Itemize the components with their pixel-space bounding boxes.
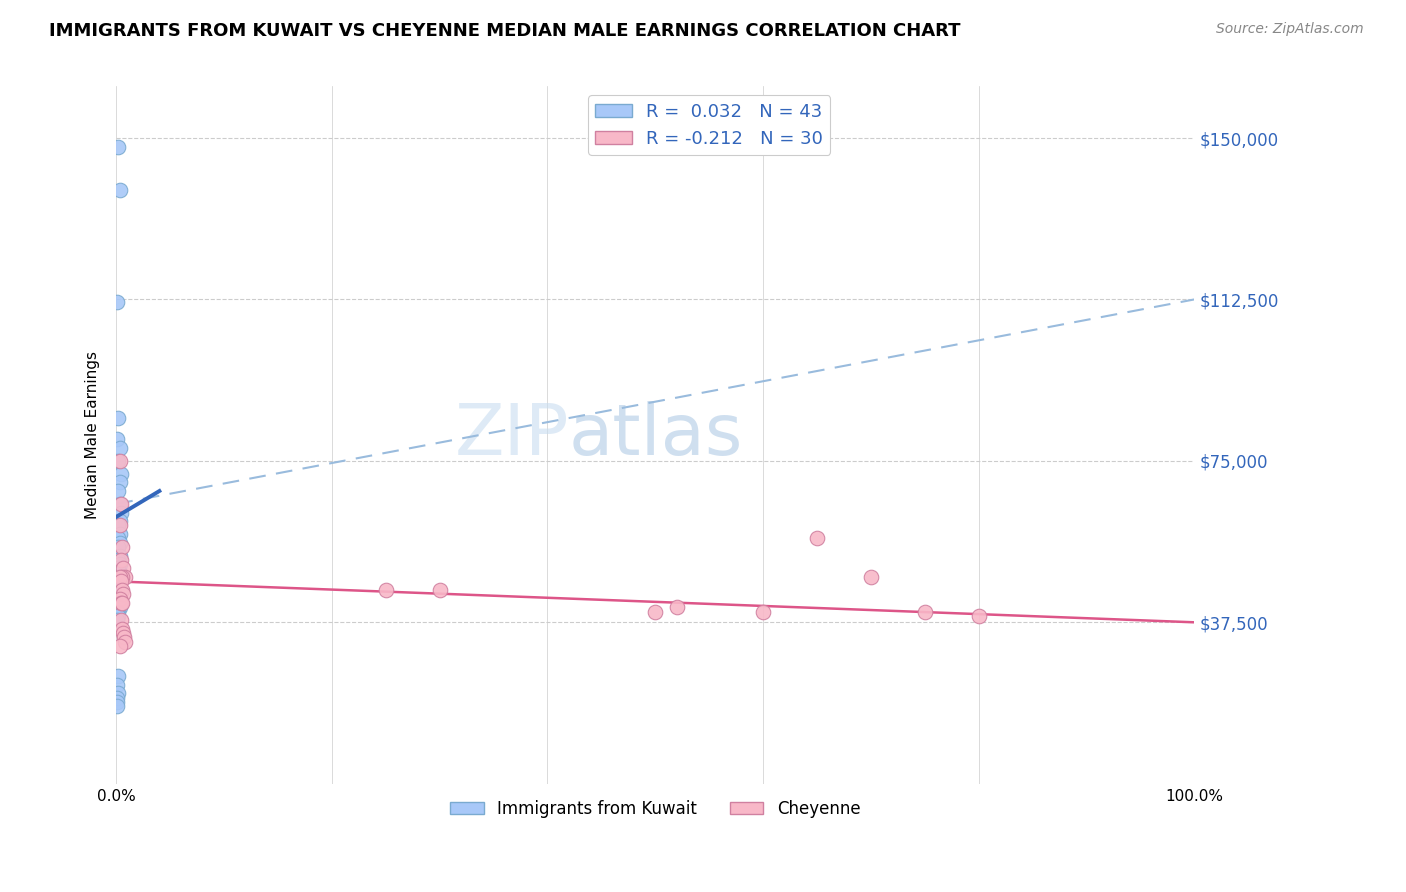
Point: [108, 514, 131, 528]
Text: atlas: atlas: [569, 401, 744, 469]
Text: ZIP: ZIP: [454, 401, 569, 469]
Point: [107, 608, 129, 623]
Point: [859, 570, 882, 584]
Point: [107, 483, 129, 498]
Point: [107, 591, 129, 606]
Point: [374, 582, 396, 597]
Point: [111, 561, 134, 575]
Point: [110, 596, 132, 610]
Point: [105, 695, 128, 709]
Point: [110, 553, 132, 567]
Point: [108, 596, 131, 610]
Point: [108, 475, 131, 490]
Point: [108, 600, 131, 615]
Point: [105, 678, 128, 692]
Point: [114, 570, 136, 584]
Point: [107, 454, 129, 468]
Point: [105, 699, 128, 714]
Point: [644, 605, 666, 619]
Point: [110, 506, 132, 520]
Point: [110, 574, 132, 589]
Point: [108, 527, 131, 541]
Point: [108, 566, 131, 580]
Point: [107, 587, 129, 601]
Point: [107, 540, 129, 554]
Point: [111, 570, 134, 584]
Point: [110, 613, 132, 627]
Point: [114, 634, 136, 648]
Point: [107, 605, 129, 619]
Point: [112, 631, 135, 645]
Point: [107, 532, 129, 546]
Point: [108, 570, 131, 584]
Point: [107, 579, 129, 593]
Point: [107, 139, 129, 153]
Point: [108, 549, 131, 563]
Point: [107, 669, 129, 683]
Point: [107, 410, 129, 425]
Point: [108, 441, 131, 455]
Point: [107, 518, 129, 533]
Point: [107, 600, 129, 615]
Text: IMMIGRANTS FROM KUWAIT VS CHEYENNE MEDIAN MALE EARNINGS CORRELATION CHART: IMMIGRANTS FROM KUWAIT VS CHEYENNE MEDIA…: [49, 22, 960, 40]
Point: [752, 605, 775, 619]
Point: [108, 639, 131, 653]
Point: [110, 497, 132, 511]
Point: [107, 570, 129, 584]
Point: [429, 582, 451, 597]
Point: [111, 540, 134, 554]
Point: [107, 686, 129, 700]
Point: [111, 587, 134, 601]
Point: [665, 600, 688, 615]
Point: [107, 553, 129, 567]
Point: [914, 605, 936, 619]
Point: [108, 454, 131, 468]
Point: [108, 183, 131, 197]
Point: [108, 497, 131, 511]
Point: [108, 535, 131, 549]
Point: [108, 591, 131, 606]
Point: [105, 613, 128, 627]
Point: [108, 574, 131, 589]
Point: [111, 596, 134, 610]
Y-axis label: Median Male Earnings: Median Male Earnings: [86, 351, 100, 519]
Point: [967, 608, 990, 623]
Point: [105, 294, 128, 309]
Legend: Immigrants from Kuwait, Cheyenne: Immigrants from Kuwait, Cheyenne: [443, 793, 868, 824]
Point: [108, 558, 131, 572]
Text: Source: ZipAtlas.com: Source: ZipAtlas.com: [1216, 22, 1364, 37]
Point: [105, 605, 128, 619]
Point: [111, 626, 134, 640]
Point: [108, 518, 131, 533]
Point: [107, 561, 129, 575]
Point: [108, 582, 131, 597]
Point: [105, 690, 128, 705]
Point: [111, 582, 134, 597]
Point: [105, 433, 128, 447]
Point: [111, 622, 134, 636]
Point: [108, 591, 131, 606]
Point: [110, 467, 132, 481]
Point: [806, 532, 828, 546]
